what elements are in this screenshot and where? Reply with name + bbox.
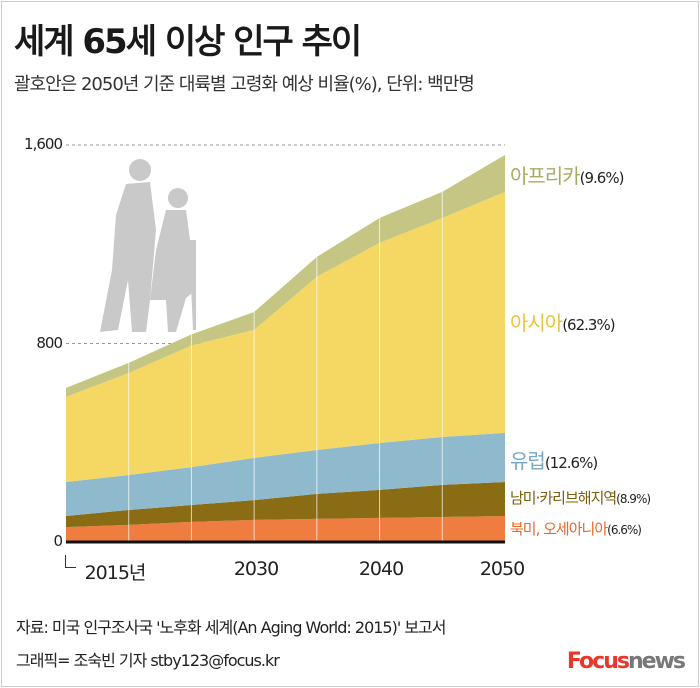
area-series-3 [66, 191, 505, 482]
label-europe: 유럽(12.6%) [510, 449, 598, 473]
credit-note: 그래픽= 조숙빈 기자 stby123@focus.kr [16, 651, 280, 670]
area-series-4 [66, 154, 505, 397]
label-asia: 아시아(62.3%) [510, 311, 616, 335]
x-tick-2050: 2050 [479, 558, 525, 580]
source-note: 자료: 미국 인구조사국 '노후화 세계(An Aging World: 201… [16, 618, 446, 637]
label-north-america: 북미, 오세아니아(6.6%) [510, 520, 642, 538]
elderly-couple-silhouette-icon [100, 159, 196, 332]
label-south-america: 남미·카리브해지역(8.9%) [510, 489, 651, 507]
x-tick-2030: 2030 [233, 558, 279, 580]
chart-subtitle: 괄호안은 2050년 기준 대륙별 고령화 예상 비율(%), 단위: 백만명 [14, 74, 475, 95]
chart-title: 세계 65세 이상 인구 추이 [14, 22, 362, 62]
area-series-1 [66, 481, 505, 528]
area-series-0 [66, 515, 505, 542]
focusnews-logo: Focusnews [566, 649, 686, 674]
x-tick-2040: 2040 [358, 558, 404, 580]
area-series-2 [66, 432, 505, 516]
grid [66, 144, 505, 344]
start-arrow-icon [65, 555, 76, 568]
y-tick-800: 800 [36, 334, 63, 352]
label-africa: 아프리카(9.6%) [510, 164, 624, 188]
x-tick-2015: 2015년 [84, 562, 147, 584]
y-tick-0: 0 [53, 532, 63, 550]
y-tick-1600: 1,600 [24, 135, 63, 153]
